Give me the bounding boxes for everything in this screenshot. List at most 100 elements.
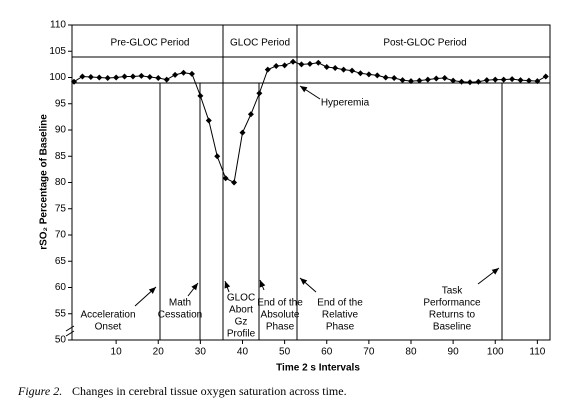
arrow (299, 85, 321, 100)
data-point (365, 71, 372, 78)
data-point (197, 92, 204, 99)
data-point (323, 64, 330, 70)
data-point (382, 74, 389, 81)
event-label: Task (442, 286, 464, 297)
data-point (374, 72, 381, 79)
data-point (340, 66, 347, 73)
data-point (391, 75, 398, 82)
x-tick-label: 50 (279, 347, 291, 358)
period-label: GLOC Period (230, 38, 290, 49)
data-point (239, 129, 246, 136)
data-point (172, 71, 179, 78)
data-point (298, 61, 305, 68)
y-tick-label: 80 (55, 177, 67, 188)
x-tick-label: 80 (405, 347, 417, 358)
x-tick-label: 40 (237, 347, 249, 358)
data-point (315, 59, 322, 66)
data-point (188, 70, 195, 77)
data-point (483, 77, 490, 84)
arrow (477, 267, 500, 285)
x-tick-label: 70 (363, 347, 375, 358)
data-point (399, 77, 406, 84)
plot-frame (71, 24, 551, 341)
data-point (349, 67, 356, 74)
x-tick-label: 110 (529, 347, 545, 358)
y-tick-label: 60 (55, 282, 67, 293)
data-point (306, 60, 313, 67)
data-point (416, 77, 423, 84)
data-point (121, 73, 128, 80)
caption: Changes in cerebral tissue oxygen satura… (72, 384, 347, 398)
event-label: Profile (227, 329, 256, 340)
event-label: End of the (317, 298, 363, 309)
data-point (466, 79, 473, 86)
y-axis-title: rSO₂ Percentage of Baseline (39, 114, 50, 250)
data-point (264, 66, 271, 73)
data-point (180, 69, 187, 76)
data-point (79, 73, 86, 80)
y-tick-label: 95 (55, 98, 67, 109)
event-label: Cessation (158, 310, 202, 321)
data-line (73, 61, 547, 184)
data-point (96, 74, 103, 81)
y-tick-label: 50 (55, 335, 67, 346)
period-label: Pre-GLOC Period (111, 38, 190, 49)
data-point (357, 70, 364, 77)
x-tick-label: 30 (195, 347, 207, 358)
event-label: GLOC (227, 293, 255, 304)
arrow (134, 286, 157, 307)
data-point (205, 117, 212, 124)
data-point (424, 76, 431, 83)
data-point (407, 78, 414, 85)
data-point (146, 73, 153, 80)
data-point (534, 78, 541, 85)
event-label: Absolute (261, 310, 300, 321)
hyperemia-label: Hyperemia (321, 98, 370, 109)
y-tick-label: 70 (55, 230, 67, 241)
arrow (299, 277, 317, 293)
data-point (433, 75, 440, 82)
axis-break (65, 325, 75, 337)
arrows (134, 85, 500, 307)
y-tick-label: 85 (55, 151, 67, 162)
data-point (155, 75, 162, 82)
event-label: Phase (326, 322, 355, 333)
arrow (187, 282, 199, 297)
data-point (222, 175, 229, 182)
data-point (163, 76, 170, 83)
arrow (224, 280, 231, 293)
data-point (509, 76, 516, 83)
y-tick-label: 55 (55, 308, 67, 319)
y-tick-label: 65 (55, 256, 67, 267)
x-tick-label: 90 (448, 347, 460, 358)
data-point (458, 78, 465, 85)
period-label: Post-GLOC Period (383, 38, 466, 49)
data-point (525, 77, 532, 84)
event-lines (159, 25, 503, 340)
arrow (259, 279, 266, 291)
data-point (129, 73, 136, 80)
x-tick-label: 60 (321, 347, 333, 358)
data-point (517, 77, 524, 84)
data-point (231, 179, 238, 186)
data-point (214, 153, 221, 160)
x-axis-title: Time 2 s Intervals (276, 363, 360, 374)
event-label: Math (169, 298, 191, 309)
data-point (87, 73, 94, 80)
data-point (441, 75, 448, 82)
data-point (104, 75, 111, 82)
event-label: Onset (95, 322, 122, 333)
event-label: End of the (257, 298, 303, 309)
y-tick-label: 110 (50, 20, 66, 31)
x-tick-label: 20 (153, 347, 165, 358)
data-point (290, 58, 297, 65)
x-tick-label: 100 (487, 347, 504, 358)
event-label: Acceleration (80, 310, 135, 321)
data-point (138, 72, 145, 79)
x-tick-label: 10 (111, 347, 123, 358)
data-point (273, 62, 280, 69)
event-label: Baseline (433, 322, 472, 333)
event-label: Phase (266, 322, 295, 333)
